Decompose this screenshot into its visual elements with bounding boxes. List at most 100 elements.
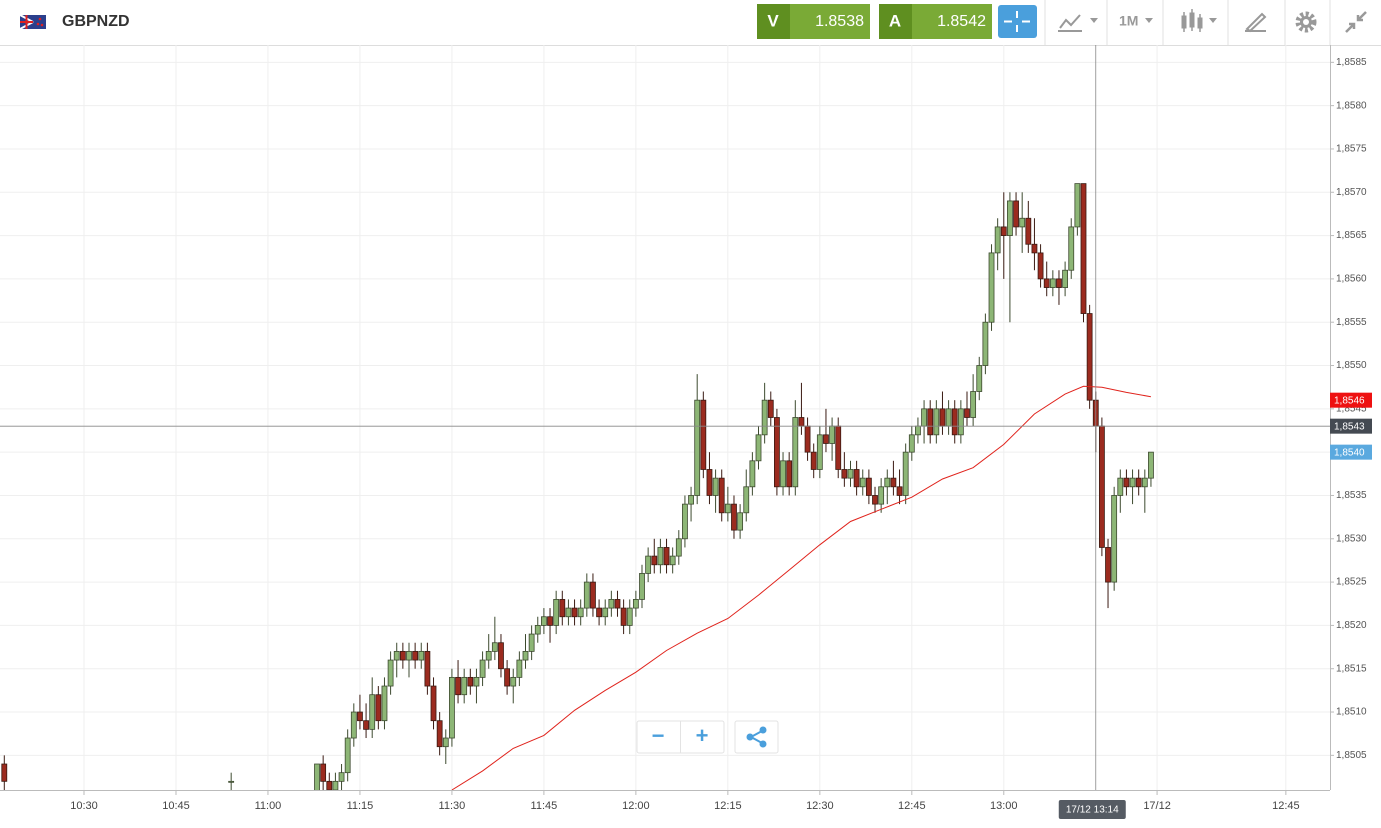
- settings-button[interactable]: [1295, 11, 1317, 33]
- candle-body: [853, 469, 860, 488]
- price-label: 1,8543: [1334, 421, 1365, 432]
- candle-body: [902, 451, 909, 496]
- candle-body: [1141, 477, 1148, 488]
- collapse-button[interactable]: [1345, 11, 1367, 33]
- candle-body: [810, 451, 817, 470]
- candle-body: [479, 659, 486, 678]
- x-tick-label: 10:30: [70, 800, 98, 812]
- candle-body: [626, 607, 633, 626]
- candle-body: [896, 486, 903, 496]
- candle-body: [528, 633, 535, 652]
- candle-body: [314, 763, 320, 790]
- candle-body: [461, 676, 468, 696]
- share-button[interactable]: [734, 720, 779, 754]
- candle-body: [951, 408, 958, 436]
- candle-body: [504, 668, 511, 687]
- buy-letter: A: [889, 11, 901, 30]
- candle-body: [749, 460, 756, 488]
- candle-body: [1049, 278, 1056, 288]
- y-tick-label: 1,8530: [1336, 533, 1367, 544]
- moving-average-line: [451, 385, 1151, 790]
- zoom-in-button[interactable]: +: [696, 723, 709, 748]
- candle-body: [332, 780, 339, 790]
- candle-body: [939, 408, 946, 427]
- candle-body: [363, 720, 369, 730]
- candle-body: [473, 676, 480, 687]
- sell-price: 1.8538: [815, 13, 864, 30]
- y-tick-label: 1,8515: [1336, 663, 1367, 674]
- y-tick-label: 1,8520: [1336, 620, 1367, 631]
- candle-body: [540, 616, 547, 626]
- draw-tool-button[interactable]: [1245, 12, 1267, 33]
- candle-body: [1013, 200, 1019, 228]
- zoom-controls: − +: [636, 720, 779, 754]
- candle-body: [724, 503, 731, 514]
- candle-body: [602, 607, 609, 618]
- crosshair-time-label: 17/12 13:14: [1066, 805, 1119, 816]
- candle-body: [393, 650, 400, 661]
- candle-body: [608, 599, 615, 609]
- candle-body: [1086, 313, 1093, 401]
- candle-body: [590, 581, 596, 609]
- candle-body: [522, 650, 529, 661]
- chart-type-button[interactable]: [1058, 14, 1098, 32]
- candle-body: [682, 503, 688, 540]
- candle-body: [657, 547, 664, 566]
- candle-body: [510, 676, 517, 687]
- candle-body: [620, 607, 627, 626]
- candle-body: [320, 763, 327, 782]
- crosshair-button[interactable]: [998, 5, 1037, 38]
- y-tick-label: 1,8555: [1336, 317, 1367, 328]
- buy-letter-bg: [879, 4, 912, 39]
- candle-body: [755, 434, 762, 462]
- buy-button[interactable]: A 1.8542: [879, 4, 992, 39]
- candle-body: [663, 547, 670, 566]
- toolbar: [0, 0, 1381, 45]
- candle-body: [700, 399, 707, 470]
- price-label-box: [1330, 418, 1372, 434]
- candle-body: [467, 676, 474, 687]
- instrument-name: GBPNZD: [62, 13, 130, 30]
- candle-body: [835, 425, 842, 470]
- candle-body: [1074, 183, 1081, 228]
- candle-body: [767, 399, 774, 418]
- candle-body: [399, 650, 406, 661]
- x-tick-label: 17/12: [1143, 800, 1171, 812]
- candle-body: [571, 607, 578, 618]
- candle-body: [424, 650, 431, 687]
- candle-body: [878, 486, 885, 505]
- candle-body: [1031, 243, 1038, 254]
- sell-letter: V: [767, 11, 779, 30]
- y-tick-label: 1,8570: [1336, 187, 1367, 198]
- candle-type-button[interactable]: [1181, 9, 1217, 32]
- candle-body: [737, 512, 744, 531]
- candle-body: [712, 477, 719, 496]
- y-tick-label: 1,8565: [1336, 230, 1367, 241]
- candle-body: [859, 477, 866, 488]
- timeframe-button[interactable]: 1M: [1119, 13, 1153, 29]
- candle-body: [872, 495, 878, 505]
- candle-body: [1037, 252, 1044, 280]
- x-tick-label: 12:00: [622, 800, 650, 812]
- candle-body: [786, 460, 793, 488]
- candle-body: [369, 694, 376, 730]
- candle-body: [547, 616, 553, 626]
- flag-icon: [19, 14, 46, 30]
- sell-letter-bg: [757, 4, 790, 39]
- candle-body: [1, 763, 8, 782]
- sell-button[interactable]: V 1.8538: [757, 4, 870, 39]
- grid: [0, 45, 1334, 795]
- x-tick-label: 12:15: [714, 800, 742, 812]
- price-label-box: [1330, 392, 1372, 408]
- y-tick-label: 1,8535: [1336, 490, 1367, 501]
- candle-body: [614, 599, 621, 609]
- zoom-out-button[interactable]: −: [652, 723, 665, 748]
- candle-body: [387, 659, 394, 687]
- candle-body: [908, 434, 915, 453]
- candle-body: [1123, 477, 1130, 488]
- candle-body: [890, 477, 897, 488]
- candle-body: [706, 469, 713, 496]
- candle-body: [1043, 278, 1050, 288]
- y-tick-label: 1,8580: [1336, 100, 1367, 111]
- candle-body: [1117, 477, 1124, 496]
